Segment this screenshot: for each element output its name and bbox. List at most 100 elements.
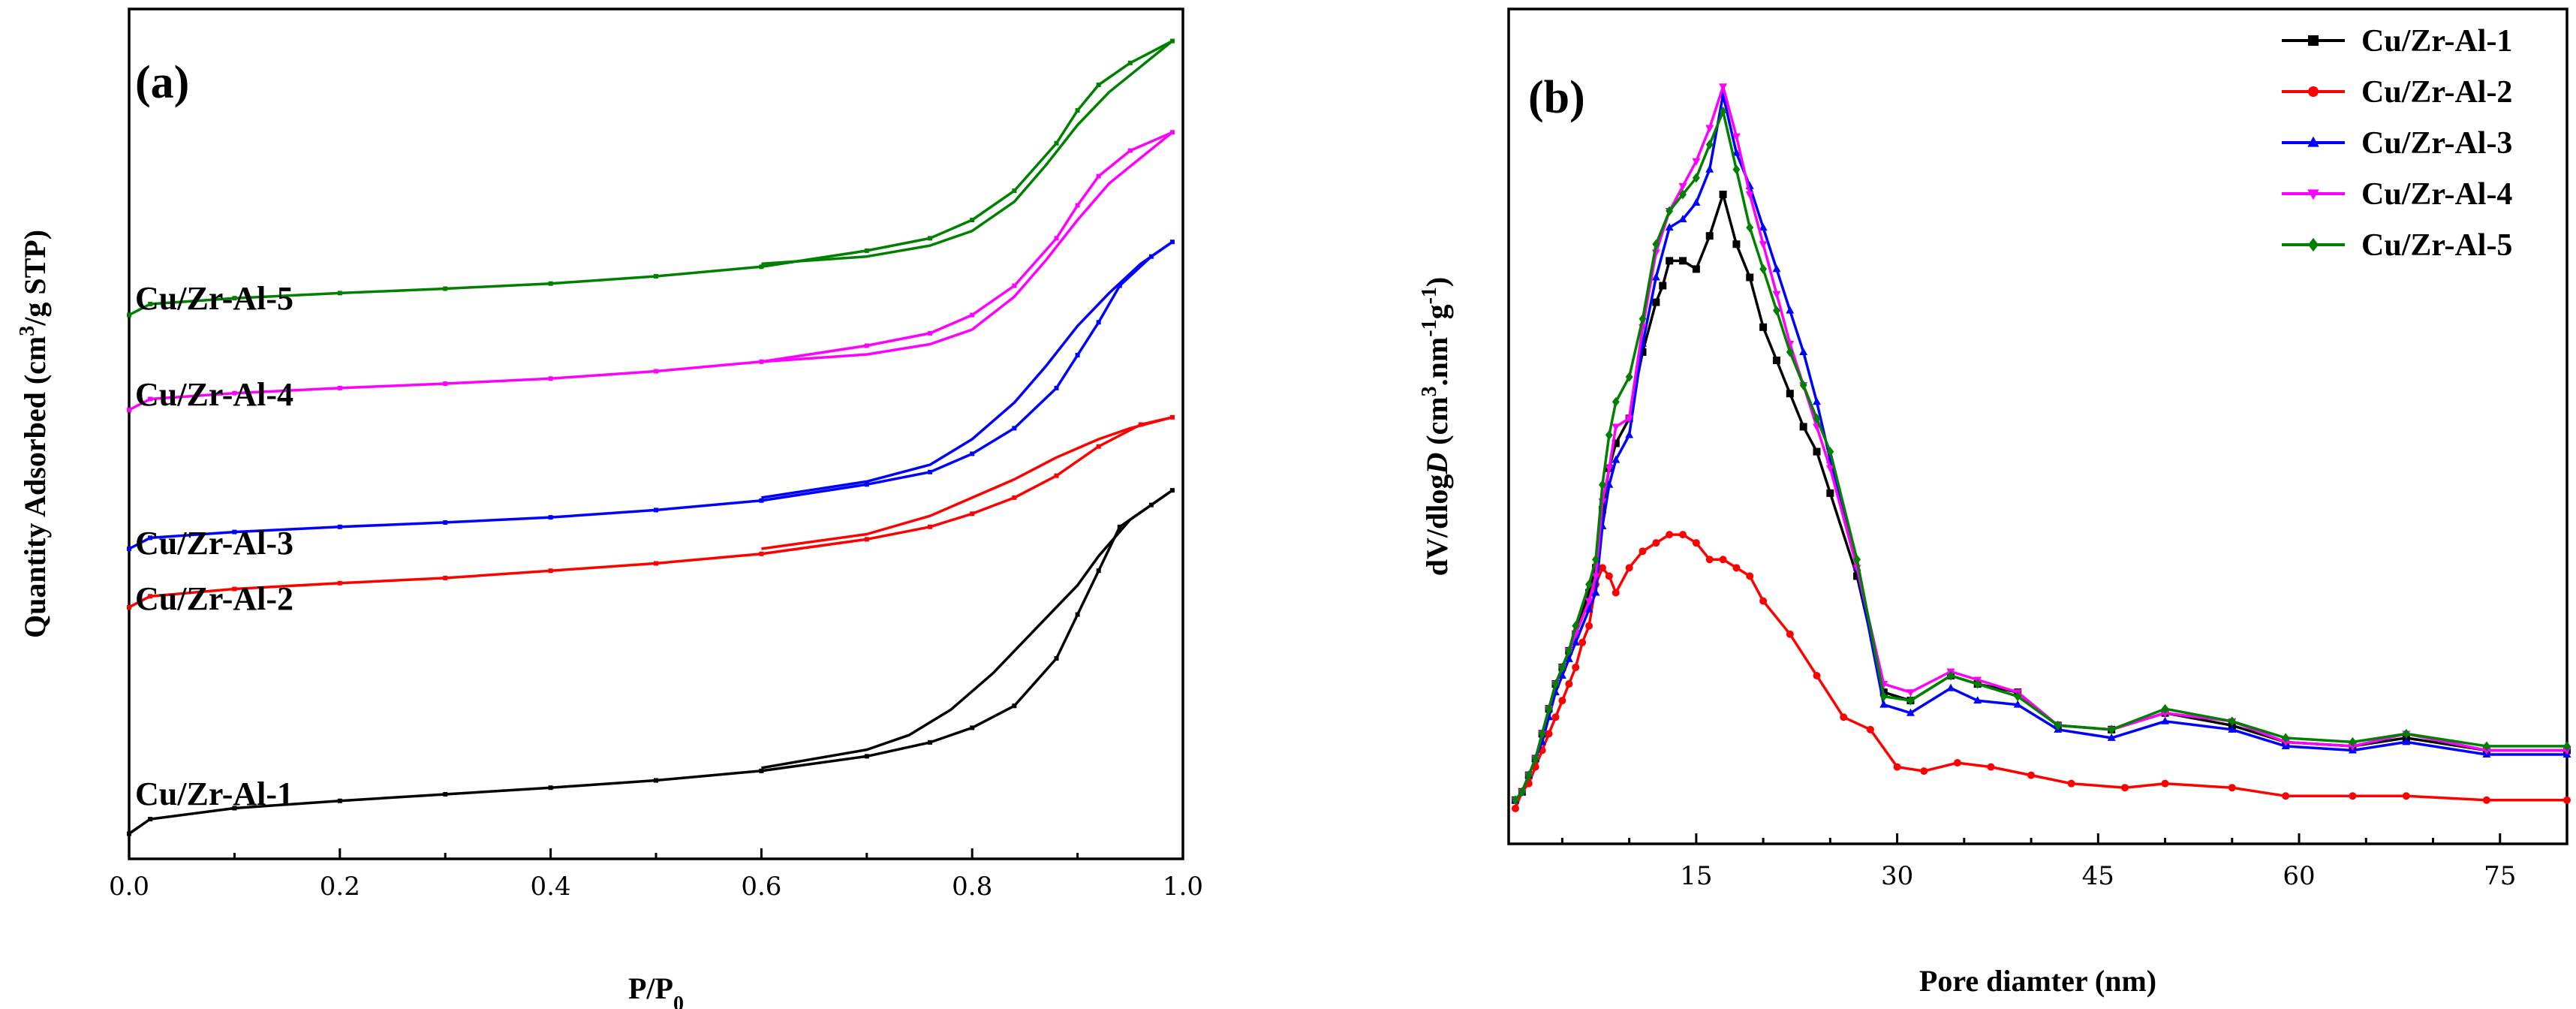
panel-a-data-point xyxy=(1012,426,1017,431)
panel-a-x-tick-label: 0.8 xyxy=(952,872,992,902)
panel-b-data-point xyxy=(1551,713,1560,721)
panel-a-desorption-curve xyxy=(761,40,1174,266)
legend-swatch-marker xyxy=(2308,86,2319,97)
panel-a-data-point xyxy=(443,575,448,580)
panel-a-data-point xyxy=(232,390,237,396)
panel-a-data-point xyxy=(1012,703,1017,709)
legend-swatch-marker xyxy=(2308,35,2319,46)
panel-a-data-point xyxy=(759,551,764,556)
panel-a-y-axis-label: Quantity Adsorbed (cm3/g STP) xyxy=(16,230,53,638)
panel-a-data-point xyxy=(148,535,153,541)
legend-swatch-marker xyxy=(2307,136,2319,147)
panel-b-x-tick-label: 60 xyxy=(2283,861,2315,891)
panel-b-data-point xyxy=(1531,754,1539,764)
panel-a-x-tick-label: 0.2 xyxy=(320,872,360,902)
panel-b-data-point xyxy=(1605,429,1613,440)
panel-b-x-tick-label: 30 xyxy=(1881,861,1913,891)
panel-a-data-point xyxy=(232,296,237,301)
panel-a-data-point xyxy=(127,604,131,610)
panel-b-data-point xyxy=(1678,215,1687,223)
panel-a-data-point xyxy=(970,725,975,730)
panel-a-x-axis-label: P/P0 xyxy=(628,971,684,1009)
panel-b-data-point xyxy=(1893,763,1901,771)
panel-b-data-point xyxy=(1511,795,1519,806)
panel-b-data-point xyxy=(1538,728,1546,739)
panel-a-data-point xyxy=(337,524,342,529)
panel-b-data-point xyxy=(1946,670,1955,681)
panel-b-data-point xyxy=(1772,264,1781,273)
panel-b-data-point xyxy=(1946,683,1955,691)
panel-a-data-point xyxy=(864,754,869,759)
panel-a-series-label: Cu/Zr-Al-2 xyxy=(135,580,293,617)
panel-b-data-point xyxy=(1840,713,1848,721)
panel-a-data-point xyxy=(337,385,342,390)
panel-a-series-label: Cu/Zr-Al-1 xyxy=(135,776,293,812)
panel-b-data-point xyxy=(1746,572,1754,580)
panel-a-data-point xyxy=(928,236,933,241)
panel-a-data-point xyxy=(1117,283,1122,288)
panel-a-x-tick-label: 0.6 xyxy=(741,872,781,902)
panel-a-data-point xyxy=(928,739,933,745)
panel-b-data-point xyxy=(1652,239,1660,249)
panel-a-data-point xyxy=(127,312,131,318)
panel-b-series-line xyxy=(1514,193,2567,801)
panel-a-data-point xyxy=(127,408,131,413)
panel-a-data-point xyxy=(127,831,131,836)
panel-a-label: (a) xyxy=(135,57,189,108)
panel-a-desorption-curve xyxy=(761,416,1173,550)
panel-b-data-point xyxy=(1565,646,1573,656)
panel-a-plot-frame xyxy=(128,8,1184,860)
panel-a-data-point xyxy=(337,291,342,296)
panel-b-data-point xyxy=(1799,380,1807,390)
panel-a-data-point xyxy=(1012,188,1017,194)
panel-a-data-point xyxy=(148,301,153,306)
panel-a-data-point xyxy=(127,546,131,551)
panel-b-data-point xyxy=(1598,480,1606,490)
panel-a-series-label: Cu/Zr-Al-3 xyxy=(135,525,293,562)
panel-b-data-point xyxy=(1584,598,1593,606)
panel-b-data-point xyxy=(1652,298,1660,306)
panel-b-data-point xyxy=(1524,770,1533,781)
panel-a-data-point xyxy=(148,817,153,822)
panel-a-data-point xyxy=(1096,444,1101,449)
panel-b-data-point xyxy=(2402,737,2411,745)
panel-b-data-point xyxy=(1705,140,1714,150)
panel-b-data-point xyxy=(1612,455,1621,463)
panel-b-data-point xyxy=(1612,589,1620,597)
panel-a-data-point xyxy=(864,343,869,348)
panel-b-data-point xyxy=(1813,413,1821,423)
panel-b-data-point xyxy=(2013,700,2022,708)
panel-b-data-point xyxy=(2482,796,2490,804)
panel-a-data-point xyxy=(1169,130,1175,135)
panel-b-data-point xyxy=(1545,730,1553,738)
panel-a-x-tick-label: 0.0 xyxy=(109,872,149,902)
panel-a-data-point xyxy=(1117,524,1122,529)
panel-a-data-point xyxy=(232,529,237,535)
panel-b-data-point xyxy=(1518,787,1526,797)
panel-b-data-point xyxy=(1987,763,1995,771)
panel-a-adsorption-curve xyxy=(128,240,1173,550)
panel-b-data-point xyxy=(1572,663,1580,671)
panel-a-data-point xyxy=(443,381,448,387)
panel-b-plot-frame xyxy=(1507,8,2568,845)
panel-b-data-point xyxy=(1973,679,1982,689)
legend-swatch-marker xyxy=(2308,237,2319,252)
panel-b-data-point xyxy=(2402,792,2410,800)
panel-b-data-point xyxy=(1786,630,1794,638)
panel-b-data-point xyxy=(1813,447,1821,456)
panel-b-data-point xyxy=(2281,739,2290,747)
panel-b-data-point xyxy=(1605,465,1614,473)
panel-b-data-point xyxy=(1772,291,1781,299)
panel-a-data-point xyxy=(759,498,764,503)
legend-swatch-marker xyxy=(2307,189,2319,200)
panel-b-data-point xyxy=(1572,621,1580,631)
panel-a-data-point xyxy=(1169,239,1175,245)
panel-b-data-point xyxy=(1772,306,1780,316)
panel-b-data-point xyxy=(1625,564,1633,572)
panel-b-data-point xyxy=(2349,792,2357,800)
panel-b-data-point xyxy=(1692,173,1700,183)
panel-b-data-point xyxy=(1639,314,1647,324)
panel-a-series-label: Cu/Zr-Al-4 xyxy=(135,376,293,413)
panel-b-data-point xyxy=(1879,700,1888,708)
panel-a-data-point xyxy=(928,330,933,336)
